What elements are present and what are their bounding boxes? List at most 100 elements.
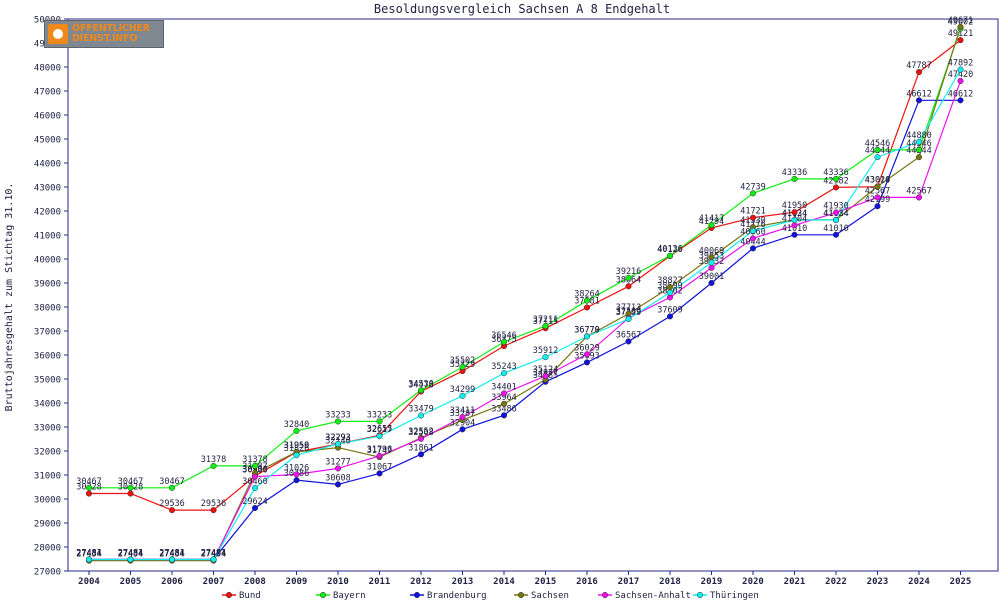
data-point (957, 37, 964, 44)
data-label: 33486 (491, 404, 517, 414)
data-label: 33411 (450, 406, 476, 416)
x-tick-label: 2005 (120, 577, 142, 587)
data-point (708, 221, 715, 229)
data-label: 30467 (76, 477, 102, 487)
data-label: 32904 (450, 418, 476, 428)
data-point (625, 315, 632, 323)
y-tick-label: 31000 (34, 472, 61, 482)
legend-marker (413, 591, 421, 599)
data-label: 33233 (325, 410, 351, 420)
data-label: 31747 (367, 446, 393, 456)
data-point (832, 175, 840, 182)
legend-marker (319, 591, 327, 599)
data-point (459, 426, 466, 433)
data-label: 30467 (159, 477, 185, 487)
data-label: 27484 (76, 548, 102, 558)
data-label: 33479 (408, 405, 434, 415)
data-point (85, 490, 93, 497)
y-tick-label: 29000 (34, 520, 61, 530)
data-label: 27434 (118, 550, 144, 560)
x-tick-label: 2024 (908, 577, 930, 587)
data-label: 37609 (657, 305, 683, 315)
data-label: 27481 (118, 548, 144, 558)
data-point (957, 66, 964, 73)
y-tick-label: 36000 (34, 352, 61, 362)
legend-item: Thüringen (693, 591, 759, 600)
x-tick-label: 2019 (701, 577, 723, 587)
y-axis: 27000 28000 29000 30000 31000 32000 33000 34000… (34, 16, 68, 578)
data-point (915, 69, 923, 76)
data-point (832, 216, 840, 224)
y-tick-label: 27000 (34, 568, 61, 578)
data-point (915, 154, 923, 161)
data-point (500, 400, 508, 407)
y-tick-label: 32000 (34, 448, 61, 458)
y-tick-label: 37000 (34, 328, 61, 338)
data-label: 31956 (284, 441, 310, 451)
data-label: 42567 (865, 186, 891, 196)
logo-text: ÖFFENTLICHER DIENST.INFO (72, 24, 150, 44)
data-label: 32840 (284, 420, 310, 430)
data-label: 27434 (76, 550, 102, 560)
data-label: 40126 (657, 245, 683, 255)
data-point (500, 412, 508, 419)
data-label: 31378 (201, 455, 227, 465)
series-line-th-ringen (89, 69, 962, 561)
y-tick-label: 44000 (34, 160, 61, 170)
data-point (708, 279, 715, 287)
x-tick-label: 2008 (244, 577, 266, 587)
value-labels: 3022830228295362953630960319563229332655… (76, 16, 973, 560)
legend-label: Bund (239, 591, 261, 600)
y-tick-label: 35000 (34, 376, 61, 386)
data-point (749, 227, 757, 234)
data-label: 31026 (284, 463, 310, 473)
series-line-sachsen (89, 26, 962, 562)
x-tick-label: 2010 (327, 577, 349, 587)
data-point (874, 146, 881, 153)
data-label: 39001 (699, 272, 725, 282)
data-point (542, 322, 549, 329)
data-point (874, 194, 881, 201)
data-point (791, 216, 798, 224)
data-point (666, 252, 674, 259)
x-tick-label: 2007 (203, 577, 225, 587)
data-label: 27434 (159, 550, 185, 560)
data-label: 36546 (491, 331, 517, 341)
data-point (583, 351, 591, 358)
data-label: 34478 (408, 381, 434, 391)
data-point (915, 194, 923, 201)
data-label: 27481 (76, 548, 102, 558)
data-point (791, 222, 798, 229)
data-point (708, 264, 715, 271)
data-label: 34401 (491, 382, 517, 392)
data-label: 40444 (740, 237, 766, 247)
data-label: 37115 (533, 317, 559, 327)
x-tick-label: 2013 (452, 577, 474, 587)
data-point (168, 556, 176, 563)
data-label: 31378 (242, 455, 268, 465)
plot-area (67, 18, 999, 572)
data-label: 37211 (533, 315, 559, 325)
data-point (666, 313, 674, 320)
data-label: 35124 (533, 365, 559, 375)
legend-label: Sachsen (531, 591, 569, 600)
data-point (708, 259, 715, 266)
data-label: 29624 (242, 497, 268, 507)
data-label: 27434 (201, 550, 227, 560)
y-tick-label: 43000 (34, 184, 61, 194)
data-point (376, 452, 383, 459)
data-point (168, 484, 176, 491)
series-line-bayern (89, 28, 962, 489)
data-label: 43020 (865, 176, 891, 186)
data-point (334, 481, 342, 488)
data-point (791, 209, 798, 216)
data-point (417, 435, 425, 442)
data-label: 34299 (450, 385, 476, 395)
data-label: 31067 (367, 462, 393, 472)
x-tick-label: 2018 (659, 577, 681, 587)
series-line-bund (89, 39, 961, 511)
data-label: 49602 (948, 18, 974, 28)
data-label: 31861 (408, 443, 434, 453)
data-label: 32655 (367, 424, 393, 434)
